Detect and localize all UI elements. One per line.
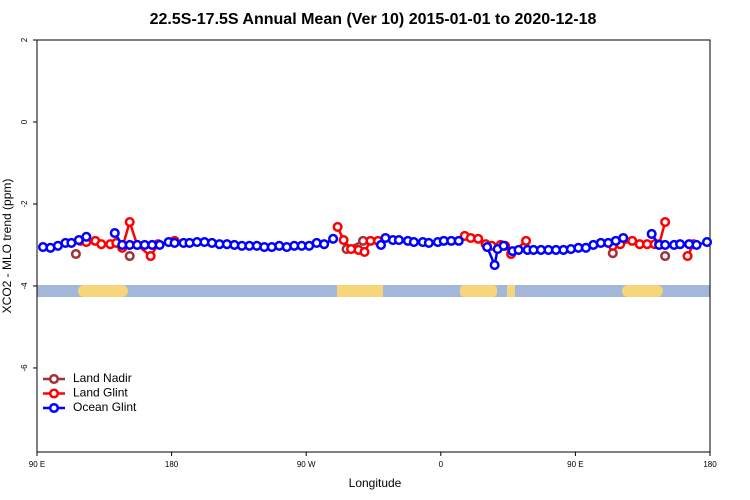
land-strip <box>507 285 515 297</box>
point <box>682 250 693 262</box>
point <box>660 250 671 262</box>
y-tick-label: -2 <box>20 200 29 208</box>
land-strip <box>460 285 497 297</box>
land-strip <box>78 285 128 297</box>
point <box>482 241 493 253</box>
y-tick-label: -6 <box>20 364 29 372</box>
point <box>81 231 92 242</box>
land-strip <box>337 285 383 297</box>
point <box>618 232 629 244</box>
point <box>96 239 107 250</box>
point <box>660 216 671 228</box>
point <box>513 244 524 255</box>
point <box>520 235 532 246</box>
point <box>423 237 434 248</box>
point <box>408 237 419 248</box>
point <box>453 235 464 246</box>
point <box>70 248 81 260</box>
chart-title: 22.5S-17.5S Annual Mean (Ver 10) 2015-01… <box>150 11 597 28</box>
point <box>109 228 120 239</box>
legend-label: Land Glint <box>73 386 128 400</box>
point <box>169 237 180 248</box>
x-axis-label: Longitude <box>349 476 402 490</box>
legend-label: Ocean Glint <box>73 400 137 414</box>
x-tick-label: 180 <box>165 460 179 469</box>
point <box>145 250 156 262</box>
x-tick-label: 180 <box>703 460 717 469</box>
point <box>660 239 671 251</box>
point <box>675 239 686 250</box>
point <box>691 239 702 251</box>
point <box>328 233 339 244</box>
point <box>701 237 713 248</box>
point <box>319 239 330 250</box>
point <box>393 235 404 246</box>
point <box>124 216 135 228</box>
y-tick-label: 2 <box>20 37 29 42</box>
x-tick-label: 0 <box>439 460 444 469</box>
y-axis-label: XCO2 - MLO trend (ppm) <box>0 179 14 314</box>
x-tick-label: 90 E <box>567 460 583 469</box>
x-tick-label: 90 E <box>29 460 45 469</box>
point <box>338 235 349 246</box>
point <box>154 239 165 251</box>
point <box>646 228 657 239</box>
point <box>332 221 343 232</box>
y-tick-label: 0 <box>20 119 29 124</box>
point <box>473 233 484 244</box>
point <box>489 260 500 271</box>
land-mask <box>37 285 710 297</box>
point <box>375 239 387 251</box>
point <box>124 250 135 262</box>
point <box>498 240 509 251</box>
y-tick-label: -4 <box>20 282 29 290</box>
legend-marker <box>48 402 60 414</box>
point <box>359 246 370 257</box>
land-strip <box>622 285 663 297</box>
legend-label: Land Nadir <box>73 371 132 385</box>
legend-marker <box>48 388 60 399</box>
legend-marker <box>48 373 60 385</box>
x-tick-label: 90 W <box>297 460 316 469</box>
